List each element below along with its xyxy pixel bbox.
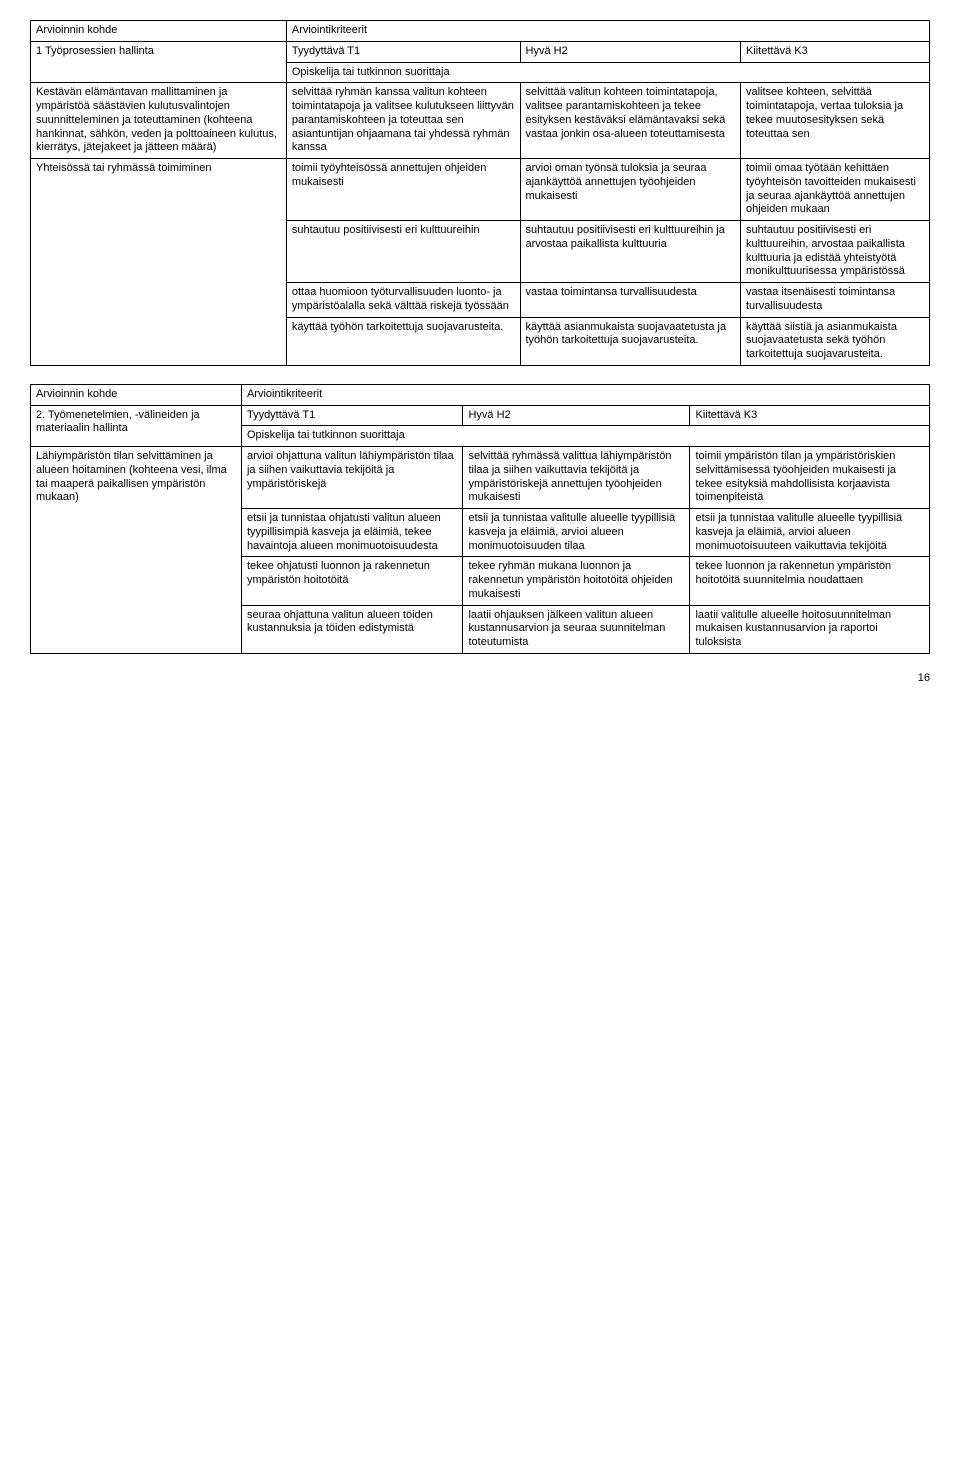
row1-left-2: 2. Työmenetelmien, -välineiden ja materi… (31, 405, 242, 447)
r2b-c3: etsii ja tunnistaa valitulle alueelle ty… (690, 509, 930, 557)
r2c-c3: tekee luonnon ja rakennetun ympäristön h… (690, 557, 930, 605)
r2a-c2: selvittää ryhmässä valittua lähiympärist… (463, 447, 690, 509)
assessment-table-2: Arvioinnin kohde Arviointikriteerit 2. T… (30, 384, 930, 654)
r2-c2: selvittää valitun kohteen toimintatapoja… (520, 83, 740, 159)
r3-left: Yhteisössä tai ryhmässä toimiminen (31, 159, 287, 366)
col-t1: Tyydyttävä T1 (286, 41, 520, 62)
r2-left: Kestävän elämäntavan mallittaminen ja ym… (31, 83, 287, 159)
r3a-c3: toimii omaa työtään kehittäen työyhteisö… (740, 159, 929, 221)
r3c-c3: vastaa itsenäisesti toimintansa turvalli… (740, 283, 929, 318)
page-number: 16 (30, 672, 930, 684)
r2d-c1: seuraa ohjattuna valitun alueen töiden k… (241, 605, 463, 653)
header-right: Arviointikriteerit (286, 21, 929, 42)
opiskelija-row: Opiskelija tai tutkinnon suorittaja (286, 62, 929, 83)
r3b-c2: suhtautuu positiivisesti eri kulttuureih… (520, 221, 740, 283)
r3a-c2: arvioi oman työnsä tuloksia ja seuraa aj… (520, 159, 740, 221)
col-k3-2: Kiitettävä K3 (690, 405, 930, 426)
r2d-c2: laatii ohjauksen jälkeen valitun alueen … (463, 605, 690, 653)
opiskelija-row-2: Opiskelija tai tutkinnon suorittaja (241, 426, 929, 447)
r2a-c3: toimii ympäristön tilan ja ympäristörisk… (690, 447, 930, 509)
r2b-c2: etsii ja tunnistaa valitulle alueelle ty… (463, 509, 690, 557)
r2c-c2: tekee ryhmän mukana luonnon ja rakennetu… (463, 557, 690, 605)
r2a-c1: arvioi ohjattuna valitun lähiympäristön … (241, 447, 463, 509)
header-left: Arvioinnin kohde (31, 21, 287, 42)
r3d-c1: käyttää työhön tarkoitettuja suojavarust… (286, 317, 520, 365)
row1-left: 1 Työprosessien hallinta (31, 41, 287, 83)
r3c-c2: vastaa toimintansa turvallisuudesta (520, 283, 740, 318)
r3b-c3: suhtautuu positiivisesti eri kulttuureih… (740, 221, 929, 283)
r2-c1: selvittää ryhmän kanssa valitun kohteen … (286, 83, 520, 159)
col-h2: Hyvä H2 (520, 41, 740, 62)
col-h2-2: Hyvä H2 (463, 405, 690, 426)
r3a-c1: toimii työyhteisössä annettujen ohjeiden… (286, 159, 520, 221)
col-t1-2: Tyydyttävä T1 (241, 405, 463, 426)
r2-c3: valitsee kohteen, selvittää toimintatapo… (740, 83, 929, 159)
r3b-c1: suhtautuu positiivisesti eri kulttuureih… (286, 221, 520, 283)
r3c-c1: ottaa huomioon työturvallisuuden luonto-… (286, 283, 520, 318)
col-k3: Kiitettävä K3 (740, 41, 929, 62)
header-right-2: Arviointikriteerit (241, 384, 929, 405)
r2b-c1: etsii ja tunnistaa ohjatusti valitun alu… (241, 509, 463, 557)
r2c-c1: tekee ohjatusti luonnon ja rakennetun ym… (241, 557, 463, 605)
header-left-2: Arvioinnin kohde (31, 384, 242, 405)
assessment-table-1: Arvioinnin kohde Arviointikriteerit 1 Ty… (30, 20, 930, 366)
r2-left-2: Lähiympäristön tilan selvittäminen ja al… (31, 447, 242, 654)
r2d-c3: laatii valitulle alueelle hoitosuunnitel… (690, 605, 930, 653)
r3d-c2: käyttää asianmukaista suojavaatetusta ja… (520, 317, 740, 365)
r3d-c3: käyttää siistiä ja asianmukaista suojava… (740, 317, 929, 365)
